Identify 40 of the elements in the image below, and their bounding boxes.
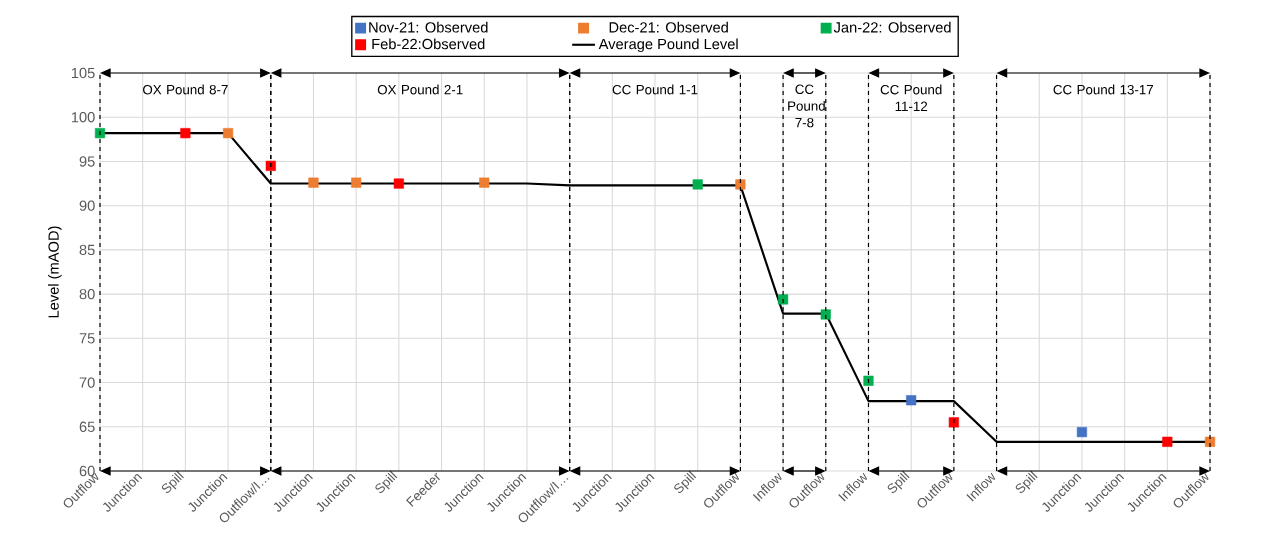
point [1162,436,1173,447]
y-tick-label: 85 [79,244,95,256]
annotation: CC Pound 7-8 [788,84,825,128]
y-tick-label: 105 [71,67,95,79]
annotation: CC Pound 11-12 [880,84,942,111]
point [863,375,874,386]
annotation: CC Pound 13-17 [1053,84,1153,95]
point [308,177,319,188]
legend-label: Feb-22:Observed [372,38,485,50]
x-tick-label: Spill [161,470,184,494]
y-tick-label: 65 [79,421,95,432]
point [906,395,917,406]
point [223,128,234,139]
legend-label: Dec-21: Observed [609,21,728,33]
annotation: OX Pound 2-1 [377,84,463,95]
point [1204,436,1216,447]
legend-label: Nov-21: Observed [369,21,488,33]
y-tick-label: 75 [79,333,95,344]
point [393,178,404,189]
point [265,160,276,171]
y-tick-label: 90 [79,200,95,211]
point [94,128,106,139]
point [735,179,746,190]
y-tick-label: 95 [79,156,95,167]
y-tick-label: 70 [79,377,95,388]
annotation: OX Pound 8-7 [143,84,228,95]
point [778,294,789,305]
y-tick-label: 80 [79,288,95,300]
y-tick-label: 100 [71,112,95,123]
point [820,309,831,320]
legend-label: Average Pound Level [598,38,738,53]
point [180,128,191,139]
point [351,177,362,188]
y-axis-title: Level (mAOD) [48,226,62,318]
point [948,417,959,428]
point [692,179,703,190]
point [1076,427,1088,438]
annotation: CC Pound 1-1 [612,84,698,95]
point [479,177,490,188]
legend-label: Jan-22: Observed [833,21,951,33]
